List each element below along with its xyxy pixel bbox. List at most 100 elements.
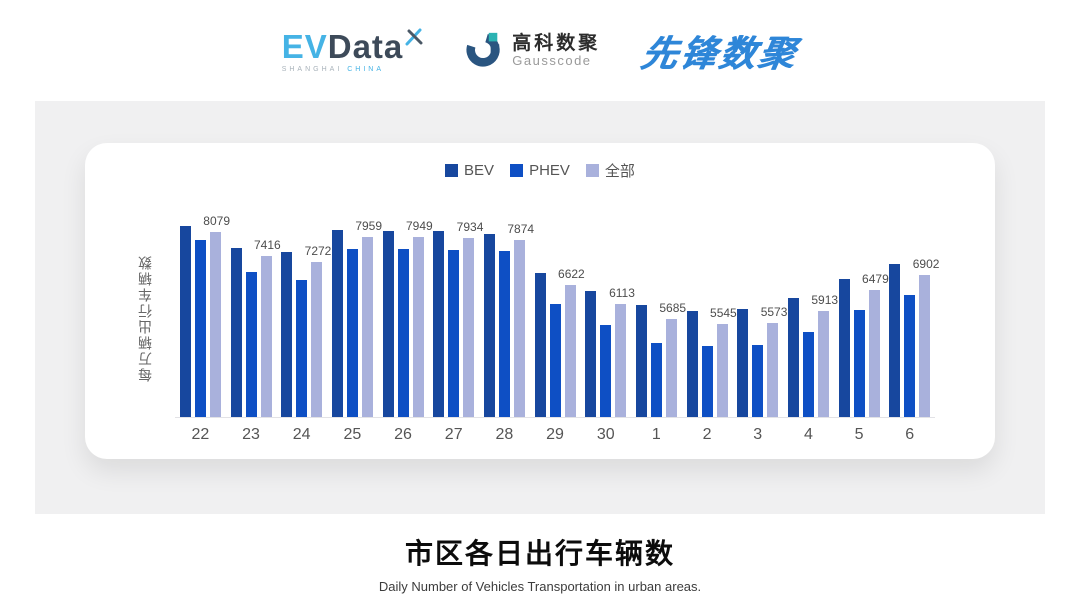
header-logos: EV Data SHANGHAI CHINA 高科数聚 Gausscode — [0, 16, 1080, 86]
y-axis-label: 每万辆出行车辆数 — [137, 254, 153, 382]
bar-all — [665, 319, 677, 417]
x-tick-label: 28 — [495, 426, 514, 443]
bar-all — [615, 304, 627, 417]
evdata-logo: EV Data SHANGHAI CHINA — [281, 27, 424, 73]
bar-phev — [296, 280, 308, 417]
chart-subtitle: Daily Number of Vehicles Transportation … — [378, 579, 702, 594]
bar-bev — [686, 311, 698, 417]
bar-all — [513, 240, 525, 417]
chart-title: 市区各日出行车辆数 — [404, 538, 675, 569]
bar-group: 6479 — [834, 218, 889, 417]
bar-phev — [346, 249, 358, 417]
bar-value-label: 7949 — [405, 219, 433, 233]
bar-value-label: 7959 — [355, 219, 383, 233]
bar-all — [868, 290, 880, 417]
bar-value-label: 7272 — [304, 244, 332, 258]
bar-all — [716, 324, 728, 417]
x-tick-label: 30 — [596, 426, 615, 443]
legend-swatch-bev — [445, 164, 459, 177]
bar-bev — [433, 231, 445, 417]
bar-group: 7272 — [276, 218, 331, 417]
legend-item-phev[interactable]: PHEV — [510, 162, 570, 179]
bar-group: 6113 — [580, 218, 635, 417]
bar-value-label: 5913 — [811, 293, 839, 307]
bar-bev — [281, 252, 293, 417]
plot-area: 8079 7416 7272 7959 7949 7934 7874 6622 6113 5685… — [175, 214, 939, 418]
bar-all — [311, 262, 323, 417]
bar-value-label: 6479 — [862, 272, 889, 286]
x-tick-label: 26 — [394, 426, 412, 443]
bar-all — [463, 238, 475, 417]
evdata-subtext: SHANGHAI CHINA — [282, 66, 424, 73]
x-tick-label: 23 — [242, 426, 260, 443]
bar-bev — [585, 291, 597, 417]
xianfeng-logo: 先锋数聚 — [638, 33, 802, 74]
x-tick-label: 22 — [191, 426, 210, 443]
bar-phev — [549, 304, 561, 417]
legend-item-bev[interactable]: BEV — [445, 162, 494, 179]
x-tick-label: 6 — [905, 426, 915, 443]
bar-phev — [701, 346, 713, 417]
bar-phev — [498, 251, 510, 417]
bar-bev — [483, 234, 495, 417]
bar-bev — [382, 231, 394, 417]
bar-phev — [853, 310, 865, 417]
legend-label-bev: BEV — [464, 162, 495, 179]
bar-phev — [802, 332, 814, 417]
bar-group: 7416 — [226, 218, 281, 417]
evdata-ev-text: EV — [281, 27, 328, 65]
evdata-china-text: CHINA — [347, 65, 384, 73]
bar-all — [767, 323, 779, 417]
bar-value-label: 7934 — [456, 220, 484, 234]
bar-phev — [650, 343, 662, 417]
evdata-data-text: Data — [327, 27, 404, 65]
bar-phev — [448, 250, 460, 417]
bar-value-label: 8079 — [203, 214, 231, 228]
bar-value-label: 7416 — [253, 238, 281, 252]
bar-bev — [534, 273, 546, 417]
evdata-shanghai-text: SHANGHAI — [281, 65, 343, 73]
gausscode-en-text: Gausscode — [512, 53, 592, 69]
x-tick-label: 24 — [292, 426, 311, 443]
gausscode-cn-text: 高科数聚 — [512, 32, 601, 54]
x-tick-label: 29 — [546, 426, 564, 443]
bar-group: 7874 — [479, 218, 534, 417]
bar-value-label: 5545 — [710, 306, 737, 320]
bar-bev — [889, 264, 901, 417]
x-tick-label: 3 — [753, 426, 763, 443]
legend-item-all[interactable]: 全部 — [585, 160, 635, 181]
legend-swatch-all — [585, 164, 599, 177]
bar-group: 8079 — [175, 214, 230, 417]
bar-bev — [230, 248, 242, 417]
x-axis-tick-labels: 22 23 24 25 26 27 28 29 30 1 2 3 4 5 6 — [175, 426, 935, 444]
bar-all — [361, 237, 373, 417]
bar-group: 7934 — [428, 218, 483, 417]
bar-group: 6622 — [530, 218, 585, 417]
x-tick-label: 25 — [343, 426, 362, 443]
gausscode-logo: 高科数聚 Gausscode — [465, 30, 600, 73]
bar-all — [412, 237, 424, 417]
legend-label-all: 全部 — [604, 163, 635, 180]
bar-phev — [245, 272, 257, 417]
bar-value-label: 5685 — [659, 301, 687, 315]
bar-bev — [737, 309, 749, 417]
bar-phev — [600, 325, 612, 417]
bar-group: 7959 — [327, 218, 382, 417]
bar-bev — [635, 305, 647, 417]
bar-bev — [787, 298, 799, 417]
bar-group: 7949 — [378, 218, 433, 417]
bar-value-label: 6902 — [912, 257, 940, 271]
x-tick-label: 1 — [651, 426, 661, 443]
legend-swatch-phev — [510, 164, 524, 177]
bar-value-label: 5573 — [760, 305, 788, 319]
gausscode-g-icon — [465, 30, 503, 73]
bar-phev — [397, 249, 409, 417]
bar-value-label: 6622 — [558, 267, 585, 281]
bar-all — [564, 285, 576, 417]
bar-group: 5685 — [631, 218, 686, 417]
evdata-x-leaf-icon — [405, 28, 423, 50]
x-tick-label: 2 — [702, 426, 712, 443]
bar-phev — [752, 345, 764, 417]
bar-group: 6902 — [884, 218, 939, 417]
bar-all — [260, 256, 272, 417]
